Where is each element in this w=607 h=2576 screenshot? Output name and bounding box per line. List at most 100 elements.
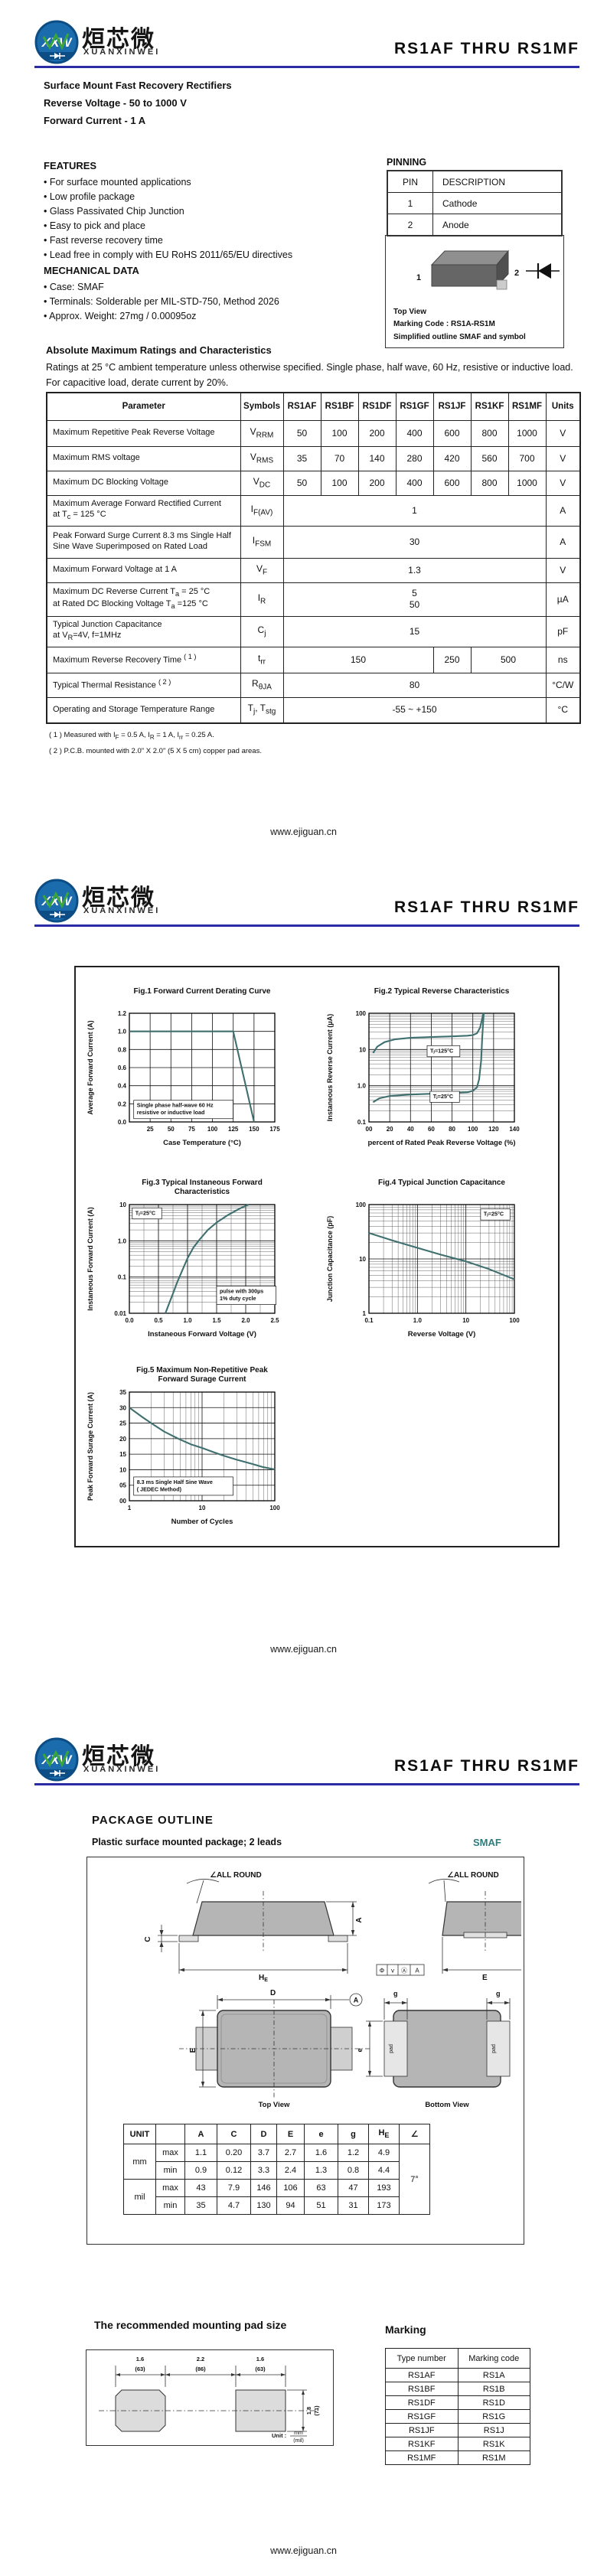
svg-text:g: g [393, 1990, 398, 1997]
value-cell: 51 [304, 2196, 338, 2215]
logo-latin-text: XUANXINWEI [83, 1765, 161, 1774]
value-cell: 47 [338, 2179, 369, 2197]
feature-item: Easy to pick and place [44, 219, 350, 233]
svg-text:Unit :: Unit : [272, 2432, 286, 2439]
unit-cell: ns [545, 646, 581, 673]
svg-text:75: 75 [188, 1126, 195, 1133]
value-cell: 63 [304, 2179, 338, 2197]
table-row: Typical Junction Capacitance at VR=4V, f=… [46, 615, 581, 647]
svg-text:Bottom View: Bottom View [425, 2101, 469, 2109]
svg-text:15: 15 [119, 1451, 126, 1458]
table-cell: RS1GF [385, 2409, 459, 2424]
svg-text:60: 60 [428, 1126, 435, 1133]
table-cell: Cathode [432, 192, 563, 214]
pinning-table: PIN DESCRIPTION 1 Cathode 2 Anode [387, 170, 563, 236]
svg-text:00: 00 [366, 1126, 373, 1133]
svg-text:1.0: 1.0 [183, 1317, 192, 1324]
value-cell: 100 [320, 470, 359, 496]
mounting-pad-drawing: 1.6 (63) 2.2 (86) 1.6 (63) 1.8 (71) Unit : mm (mil… [99, 2356, 320, 2444]
value-cell: -55 ~ +150 [282, 696, 547, 724]
header-rule [34, 1783, 579, 1785]
svg-text:0.01: 0.01 [114, 1310, 126, 1317]
table-header-cell: PIN [387, 170, 433, 193]
table-header-cell: Symbols [240, 392, 284, 421]
table-row: RS1JF RS1J [385, 2423, 530, 2437]
figure-2-chart: Fig.2 Typical Reverse Characteristics 00 2… [326, 987, 520, 1147]
value-cell: 400 [395, 419, 434, 447]
package-outline-subheading: Plastic surface mounted package; 2 leads [92, 1837, 282, 1847]
svg-text:0.0: 0.0 [118, 1119, 127, 1126]
svg-text:(63): (63) [135, 2366, 145, 2372]
svg-text:Tⱼ=25°C: Tⱼ=25°C [484, 1211, 504, 1218]
angle-cell: 7° [399, 2144, 430, 2215]
svg-text:100: 100 [207, 1126, 218, 1133]
svg-text:Single phase half-wave 60 Hz: Single phase half-wave 60 Hz [137, 1102, 214, 1109]
value-cell: 15 [282, 615, 547, 647]
unit-cell: µA [545, 582, 581, 617]
svg-text:125: 125 [228, 1126, 239, 1133]
svg-text:D: D [270, 1989, 276, 1997]
svg-text:E: E [482, 1974, 488, 1982]
svg-text:2.0: 2.0 [241, 1317, 250, 1324]
svg-text:80: 80 [449, 1126, 455, 1133]
symbol-cell: IR [240, 582, 284, 617]
svg-text:100: 100 [356, 1010, 367, 1017]
table-cell: RS1JF [385, 2423, 459, 2437]
table-cell: RS1D [457, 2395, 530, 2410]
value-cell: 1000 [507, 470, 547, 496]
logo-latin-text: XUANXINWEI [83, 47, 161, 57]
svg-text:150: 150 [249, 1126, 259, 1133]
value-cell: 150 [282, 646, 434, 673]
table-header-cell: ∠ [399, 2124, 430, 2144]
svg-text:mm: mm [294, 2431, 303, 2436]
footer-url: www.ejiguan.cn [270, 2545, 337, 2556]
package-name: SMAF [473, 1837, 501, 1848]
svg-text:Fig.5 Maximum Non-Repetitive: Fig.5 Maximum Non-Repetitive Peak [136, 1366, 268, 1374]
value-cell: 5 50 [282, 582, 547, 617]
feature-item: Lead free in comply with EU RoHS 2011/65… [44, 248, 350, 262]
header-rule [34, 924, 579, 927]
unit-cell: A [545, 494, 581, 527]
parameter-cell: Peak Forward Surge Current 8.3 ms Single… [46, 525, 241, 559]
company-logo-icon: XXW [34, 879, 79, 923]
table-row: Maximum Reverse Recovery Time ( 1 ) trr 15… [46, 646, 581, 673]
svg-text:∠ALL ROUND: ∠ALL ROUND [447, 1871, 499, 1880]
svg-text:( JEDEC Method): ( JEDEC Method) [137, 1485, 182, 1492]
table-row: Maximum DC Blocking Voltage VDC 50 100 200 40… [46, 470, 581, 496]
table-cell: RS1BF [385, 2382, 459, 2396]
svg-text:100: 100 [468, 1126, 478, 1133]
svg-text:pad: pad [389, 2044, 394, 2053]
figure-1-chart: Fig.1 Forward Current Derating Curve 25 50… [86, 987, 280, 1147]
logo-chinese-text: 烜芯微 [82, 1743, 155, 1770]
table-header-cell: Marking code [457, 2348, 530, 2369]
table-row: min 35 4.7 130 94 51 31 173 [124, 2196, 430, 2215]
figures-box: Fig.1 Forward Current Derating Curve 25 50… [74, 966, 560, 1547]
table-cell: 1 [387, 192, 433, 214]
svg-text:10: 10 [199, 1505, 206, 1511]
table-header-cell: DESCRIPTION [432, 170, 563, 193]
symbol-cell: IFSM [240, 525, 284, 559]
table-row: Typical Thermal Resistance ( 2 ) RθJA 80 °C… [46, 672, 581, 698]
table-row: RS1BF RS1B [385, 2382, 530, 2396]
value-cell: 1 [282, 494, 547, 527]
value-cell: 1.2 [338, 2144, 369, 2162]
table-cell: Anode [432, 214, 563, 236]
footer-url: www.ejiguan.cn [270, 1644, 337, 1655]
footnote: ( 2 ) P.C.B. mounted with 2.0" X 2.0" (5… [49, 746, 262, 755]
value-cell: 280 [395, 445, 434, 471]
svg-text:(86): (86) [195, 2366, 206, 2372]
svg-text:A: A [354, 1997, 359, 2004]
ratings-table: Parameter Symbols RS1AF RS1BF RS1DF RS1GF RS1J… [46, 392, 581, 724]
mechanical-heading: MECHANICAL DATA [44, 265, 139, 276]
figure-4-chart: Fig.4 Typical Junction Capacitance 0.1 1.0… [326, 1179, 520, 1339]
value-cell: 70 [320, 445, 359, 471]
value-cell: 200 [357, 470, 397, 496]
value-cell: 420 [432, 445, 472, 471]
feature-item: For surface mounted applications [44, 175, 350, 190]
value-cell: 500 [470, 646, 547, 673]
footnote: ( 1 ) Measured with IF = 0.5 A, IR = 1 A… [49, 731, 214, 741]
unit-cell: pF [545, 615, 581, 647]
value-cell: 140 [357, 445, 397, 471]
svg-text:resistive or inductive load: resistive or inductive load [137, 1109, 205, 1116]
